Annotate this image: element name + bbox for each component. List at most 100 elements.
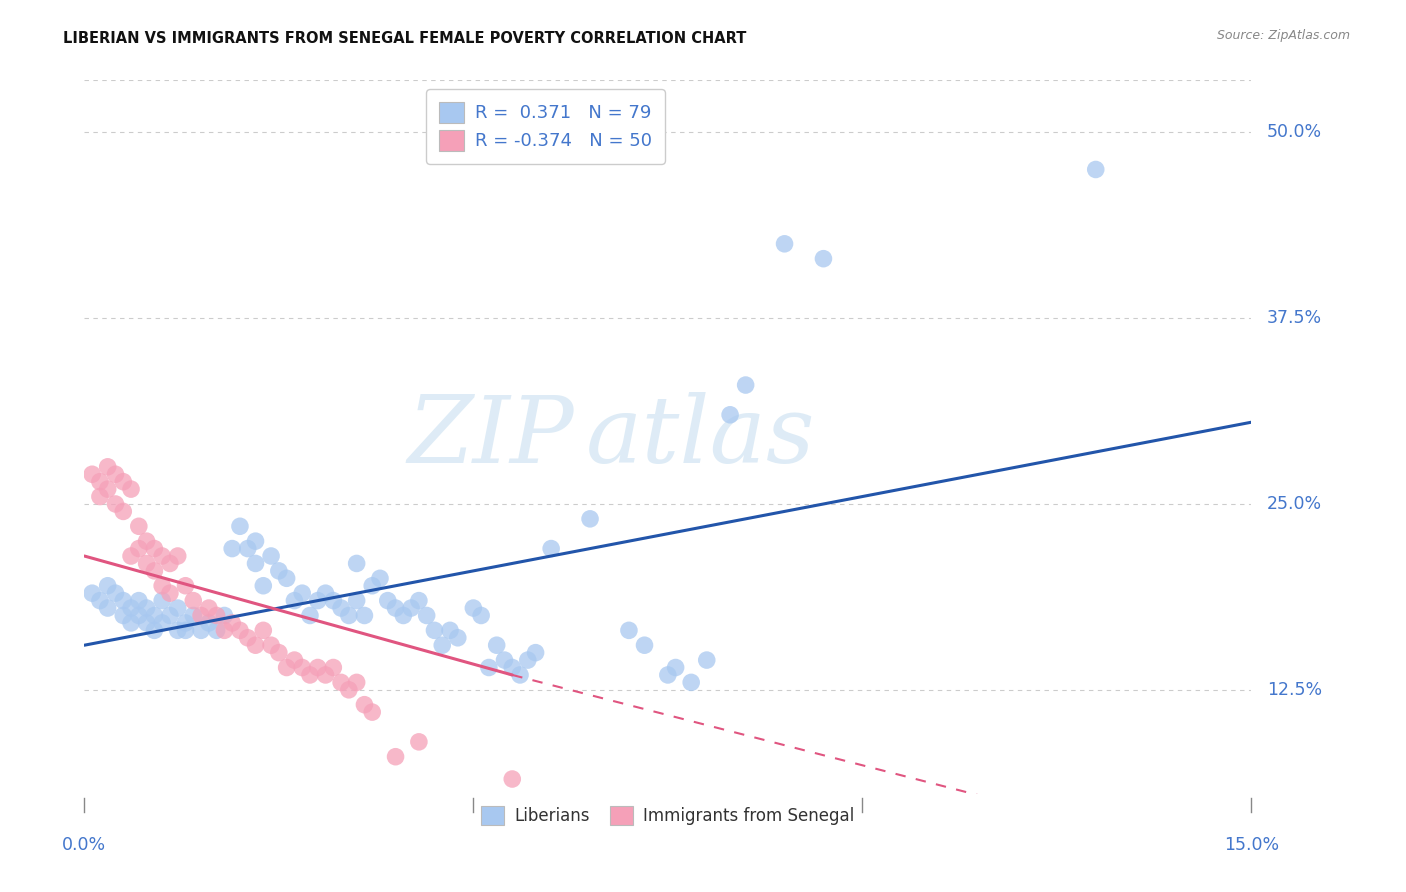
Point [773,236,796,251]
Point [97,601,120,615]
Point [120,482,142,496]
Point [150,593,173,607]
Point [260,549,283,563]
Text: 50.0%: 50.0% [1267,123,1322,141]
Text: 12.5%: 12.5% [1267,681,1322,698]
Point [384,601,406,615]
Point [135,615,157,630]
Point [143,564,166,578]
Text: Source: ZipAtlas.com: Source: ZipAtlas.com [1216,29,1350,42]
Point [470,608,492,623]
Text: atlas: atlas [586,392,815,482]
Point [245,557,267,571]
Point [181,608,204,623]
Point [579,512,602,526]
Point [143,624,166,638]
Point [665,660,688,674]
Point [516,653,538,667]
Point [408,735,430,749]
Legend: Liberians, Immigrants from Senegal: Liberians, Immigrants from Senegal [471,797,865,836]
Point [89,475,111,489]
Point [143,541,166,556]
Point [291,660,314,674]
Point [104,467,127,482]
Point [128,541,150,556]
Point [501,772,523,786]
Point [291,586,314,600]
Point [298,608,321,623]
Point [252,624,274,638]
Point [276,660,298,674]
Point [229,624,252,638]
Point [112,475,135,489]
Point [143,608,166,623]
Point [377,593,399,607]
Point [276,571,298,585]
Point [267,564,290,578]
Point [439,624,461,638]
Point [120,549,142,563]
Point [190,608,212,623]
Point [283,653,305,667]
Point [97,579,120,593]
Point [346,675,368,690]
Point [174,624,197,638]
Point [252,579,274,593]
Point [205,624,228,638]
Point [307,593,329,607]
Point [813,252,835,266]
Point [267,646,290,660]
Point [214,608,236,623]
Point [198,615,221,630]
Point [1084,162,1107,177]
Point [337,682,360,697]
Point [298,668,321,682]
Point [315,668,337,682]
Point [159,608,181,623]
Point [190,624,212,638]
Point [415,608,437,623]
Point [330,601,353,615]
Point [112,608,135,623]
Point [392,608,415,623]
Point [128,593,150,607]
Point [120,615,142,630]
Point [423,624,446,638]
Point [681,675,703,690]
Text: ZIP: ZIP [408,392,575,482]
Point [104,586,127,600]
Point [104,497,127,511]
Point [128,519,150,533]
Point [82,467,104,482]
Point [174,579,197,593]
Point [509,668,531,682]
Point [198,601,221,615]
Point [494,653,516,667]
Point [159,557,181,571]
Point [617,624,640,638]
Point [315,586,337,600]
Point [120,601,142,615]
Point [89,490,111,504]
Text: 0.0%: 0.0% [62,836,107,854]
Point [166,601,188,615]
Point [128,608,150,623]
Point [236,631,259,645]
Point [236,541,259,556]
Point [696,653,718,667]
Point [463,601,485,615]
Point [353,698,375,712]
Point [214,624,236,638]
Point [346,593,368,607]
Point [166,549,188,563]
Point [135,601,157,615]
Point [540,541,562,556]
Point [384,749,406,764]
Point [408,593,430,607]
Point [135,534,157,549]
Point [245,534,267,549]
Point [346,557,368,571]
Point [221,541,243,556]
Point [229,519,252,533]
Point [166,624,188,638]
